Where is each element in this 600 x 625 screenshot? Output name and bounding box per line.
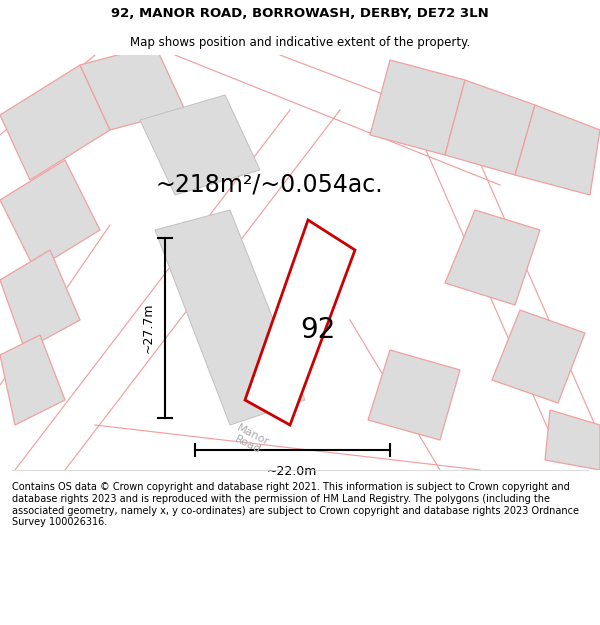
Text: Manor
Road: Manor Road (230, 422, 271, 457)
Polygon shape (515, 105, 600, 195)
Text: ~22.0m: ~22.0m (267, 465, 317, 478)
Polygon shape (80, 45, 185, 130)
Polygon shape (0, 160, 100, 270)
Text: ~27.7m: ~27.7m (142, 302, 155, 353)
Text: ~218m²/~0.054ac.: ~218m²/~0.054ac. (155, 173, 383, 197)
Polygon shape (140, 95, 260, 195)
Polygon shape (545, 410, 600, 470)
Polygon shape (368, 350, 460, 440)
Text: Contains OS data © Crown copyright and database right 2021. This information is : Contains OS data © Crown copyright and d… (12, 482, 579, 528)
Polygon shape (445, 210, 540, 305)
Text: 92: 92 (301, 316, 335, 344)
Text: 92, MANOR ROAD, BORROWASH, DERBY, DE72 3LN: 92, MANOR ROAD, BORROWASH, DERBY, DE72 3… (111, 8, 489, 20)
Polygon shape (370, 60, 465, 155)
Polygon shape (492, 310, 585, 403)
Polygon shape (0, 250, 80, 350)
Polygon shape (155, 210, 305, 425)
Text: Map shows position and indicative extent of the property.: Map shows position and indicative extent… (130, 36, 470, 49)
Polygon shape (0, 335, 65, 425)
Polygon shape (445, 80, 535, 175)
Polygon shape (245, 220, 355, 425)
Polygon shape (0, 65, 110, 180)
